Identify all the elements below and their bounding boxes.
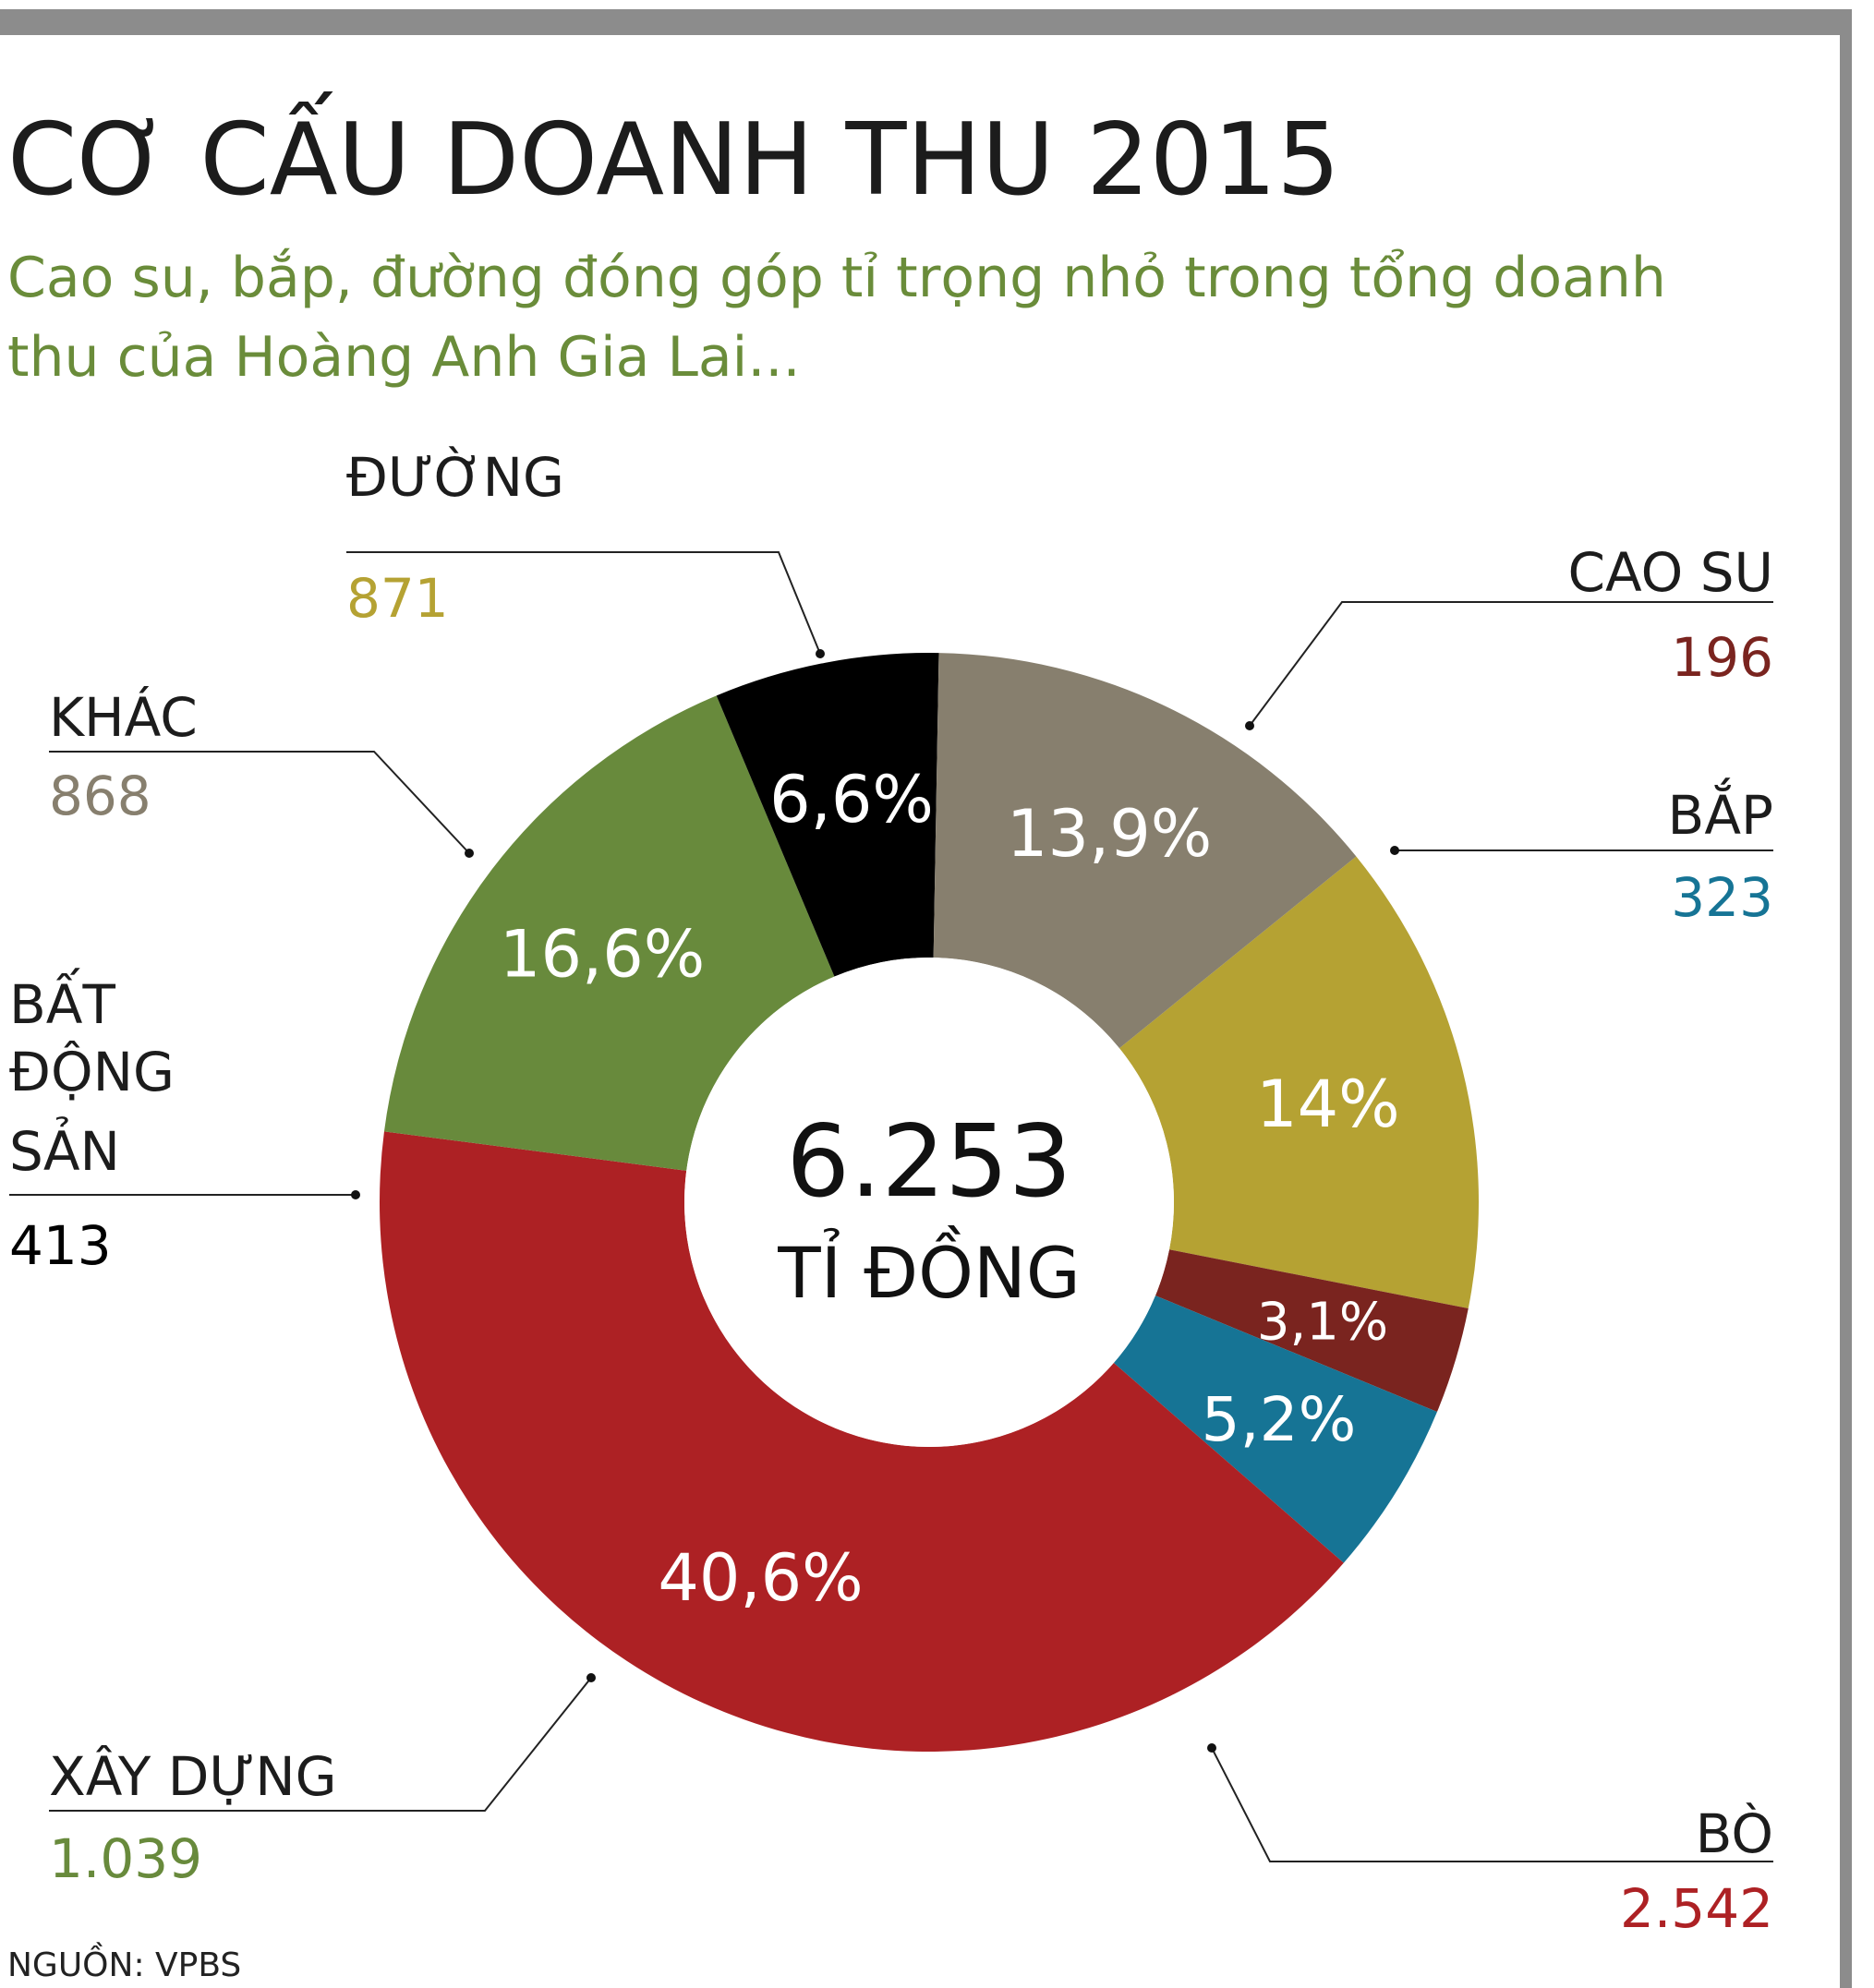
slice-6-category-label: SẢN	[9, 1115, 120, 1183]
frame-top-bar	[0, 9, 1852, 35]
center-total-value: 6.253	[786, 1104, 1071, 1220]
slice-1-leader-dot	[816, 649, 825, 658]
slice-6-leader-dot	[351, 1190, 360, 1199]
slice-7	[933, 653, 1357, 1049]
slice-6-category-label: ĐỘNG	[9, 1040, 175, 1103]
slice-1-leader-line	[346, 551, 821, 655]
slice-2-leader-dot	[1245, 721, 1254, 730]
donut-slices	[379, 653, 1479, 1753]
slice-7-percent-label: 13,9%	[1007, 796, 1212, 872]
slice-3-percent-label: 5,2%	[1202, 1384, 1357, 1455]
donut-hole	[684, 958, 1174, 1447]
percent-labels: 14% 3,1% 5,2% 40,6% 16,6% 6,6% 13,9%	[500, 762, 1400, 1616]
slice-4	[379, 1131, 1344, 1753]
slice-1-percent-label: 14%	[1256, 1066, 1400, 1142]
slice-1-category-label: ĐƯỜNG	[346, 445, 564, 509]
slice-2-category-label: CAO SU	[1567, 541, 1773, 604]
slice-2-value-label: 196	[1671, 626, 1773, 689]
slice-4-percent-label: 40,6%	[658, 1540, 863, 1616]
slice-7-leader-dot	[465, 849, 474, 858]
slice-4-leader-line	[1211, 1747, 1773, 1862]
frame-right-bar	[1840, 9, 1852, 1988]
slice-1	[1118, 856, 1479, 1309]
donut-center: 6.253 TỈ ĐỒNG	[777, 1104, 1080, 1314]
slice-6	[716, 653, 939, 977]
slice-2-leader-line	[1249, 601, 1773, 727]
slice-5-value-label: 1.039	[49, 1827, 202, 1890]
slice-4-category-label: BÒ	[1696, 1801, 1773, 1865]
slice-6-percent-label: 6,6%	[769, 762, 934, 837]
center-total-unit: TỈ ĐỒNG	[777, 1224, 1080, 1314]
chart-title: CƠ CẤU DOANH THU 2015	[7, 102, 1340, 218]
slice-7-value-label: 868	[49, 765, 151, 827]
slice-5-percent-label: 16,6%	[500, 916, 705, 992]
slice-4-leader-dot	[1207, 1743, 1216, 1753]
slice-4-value-label: 2.542	[1620, 1877, 1773, 1940]
chart-subtitle: Cao su, bắp, đường đóng góp tỉ trọng nhỏ…	[7, 246, 1666, 390]
slice-2-percent-label: 3,1%	[1257, 1293, 1388, 1353]
callouts: ĐƯỜNG 871 CAO SU 196 BẮP 323 BÒ 2.542 XÂY DỰNG 1.…	[9, 445, 1773, 1940]
slice-6-value-label: 413	[9, 1214, 112, 1277]
slice-1-value-label: 871	[346, 567, 449, 630]
slice-5	[383, 695, 835, 1171]
slice-6-category-label: BẤT	[9, 967, 115, 1036]
slice-5-category-label: XÂY DỰNG	[49, 1744, 337, 1808]
slice-7-category-label: KHÁC	[49, 685, 198, 749]
slice-7-leader-line	[49, 751, 470, 854]
source-note: NGUỒN: VPBS	[7, 1946, 242, 1984]
slice-3-category-label: BẮP	[1668, 777, 1773, 847]
slice-3-value-label: 323	[1671, 866, 1773, 929]
slice-3	[1113, 1295, 1437, 1563]
slice-2	[1155, 1249, 1469, 1413]
slice-5-leader-dot	[586, 1673, 596, 1682]
slice-5-leader-line	[49, 1677, 592, 1812]
slice-3-leader-dot	[1390, 846, 1399, 855]
